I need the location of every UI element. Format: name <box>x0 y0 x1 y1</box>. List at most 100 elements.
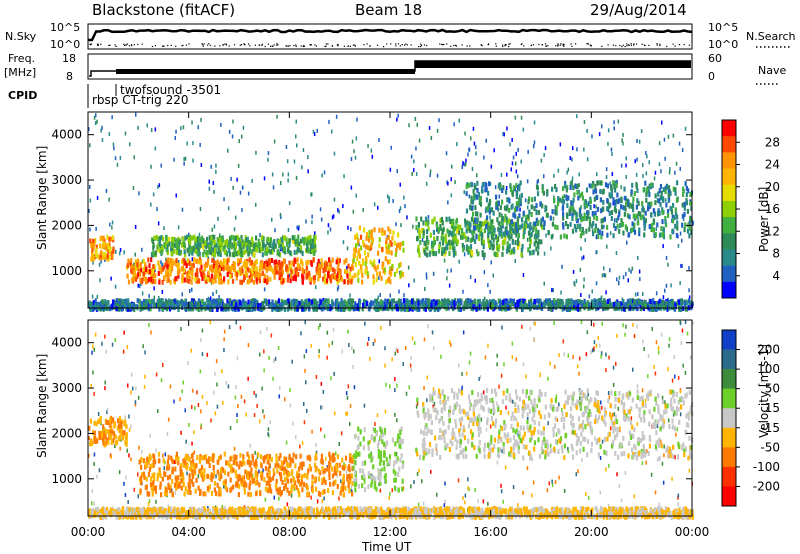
echo-cell <box>437 226 441 232</box>
echo-cell <box>490 222 493 228</box>
echo-cell <box>257 303 260 309</box>
echo-cell <box>506 246 509 251</box>
echo-cell <box>423 300 426 306</box>
echo-cell <box>557 201 560 207</box>
noise-echo <box>150 128 153 133</box>
echo-cell <box>259 306 262 312</box>
echo-cell <box>479 231 482 236</box>
echo-cell <box>101 299 104 305</box>
noise-echo <box>669 167 671 171</box>
noise-echo <box>100 259 102 264</box>
echo-cell <box>469 249 472 254</box>
echo-cell <box>161 300 164 306</box>
echo-cell <box>529 250 532 256</box>
echo-cell <box>519 198 522 203</box>
echo-cell <box>138 271 142 277</box>
nsearch-dot <box>521 43 523 45</box>
nsearch-dot <box>575 43 577 45</box>
echo-cell <box>516 221 520 227</box>
echo-cell <box>166 250 169 256</box>
echo-cell <box>643 225 646 231</box>
echo-cell <box>191 266 194 271</box>
echo-cell <box>374 266 377 272</box>
noise-echo <box>489 182 492 186</box>
noise-echo <box>599 490 602 495</box>
echo-cell <box>433 236 436 242</box>
echo-cell <box>495 240 499 246</box>
noise-echo <box>119 155 122 160</box>
echo-cell <box>518 213 521 219</box>
noise-echo <box>689 445 691 450</box>
noise-echo <box>436 173 439 178</box>
nsearch-dot <box>509 43 511 45</box>
echo-cell <box>447 298 450 304</box>
echo-cell <box>473 298 476 304</box>
echo-cell <box>326 265 329 271</box>
echo-cell <box>352 253 355 259</box>
echo-cell <box>253 301 256 307</box>
echo-cell <box>308 306 311 312</box>
noise-echo <box>620 163 623 168</box>
echo-cell <box>617 215 620 221</box>
noise-echo <box>331 129 333 134</box>
echo-cell <box>278 306 281 312</box>
echo-cell <box>112 299 115 305</box>
nsky-label: N.Sky <box>5 30 37 43</box>
echo-cell <box>490 242 493 248</box>
echo-cell <box>261 246 264 252</box>
echo-cell <box>636 198 639 204</box>
echo-cell <box>637 200 640 206</box>
noise-echo <box>267 157 269 162</box>
noise-echo <box>215 289 218 294</box>
noise-echo <box>577 469 579 474</box>
nsearch-dot <box>461 44 463 46</box>
cpid-label: CPID <box>8 89 37 102</box>
noise-echo <box>688 288 690 293</box>
echo-cell <box>90 301 93 307</box>
noise-echo <box>133 155 135 160</box>
echo-cell <box>90 256 93 262</box>
echo-cell <box>533 304 536 310</box>
echo-cell <box>561 302 565 308</box>
nsearch-dot <box>630 44 632 46</box>
nsearch-dot <box>124 44 126 46</box>
noise-echo <box>446 180 448 185</box>
noise-echo <box>296 225 298 230</box>
echo-cell <box>665 184 669 190</box>
noise-echo <box>198 232 201 237</box>
noise-echo <box>157 221 160 226</box>
echo-cell <box>373 259 376 265</box>
noise-echo <box>578 189 580 194</box>
nsearch-dot <box>619 44 621 47</box>
noise-echo <box>106 437 108 442</box>
noise-echo <box>96 294 99 299</box>
nsearch-dot <box>115 45 117 47</box>
echo-cell <box>381 230 384 236</box>
echo-cell <box>683 301 687 306</box>
echo-cell <box>571 206 574 212</box>
noise-echo <box>223 337 225 342</box>
echo-cell <box>409 300 412 306</box>
echo-cell <box>312 304 315 309</box>
echo-cell <box>460 300 463 306</box>
noise-echo <box>259 233 261 238</box>
echo-cell <box>378 301 381 307</box>
echo-cell <box>579 306 582 312</box>
echo-cell <box>623 211 626 217</box>
echo-cell <box>330 300 334 306</box>
echo-cell <box>469 204 472 210</box>
echo-cell <box>645 187 649 193</box>
noise-echo <box>212 292 214 296</box>
echo-cell <box>165 270 168 276</box>
noise-echo <box>148 294 150 299</box>
noise-echo <box>146 123 148 128</box>
echo-cell <box>106 234 109 240</box>
noise-echo <box>404 204 406 209</box>
echo-cell <box>541 216 544 222</box>
echo-cell <box>95 244 98 250</box>
echo-cell <box>272 247 275 253</box>
echo-cell <box>333 271 336 277</box>
echo-cell <box>102 254 105 260</box>
noise-echo <box>236 177 238 182</box>
noise-echo <box>230 176 232 181</box>
